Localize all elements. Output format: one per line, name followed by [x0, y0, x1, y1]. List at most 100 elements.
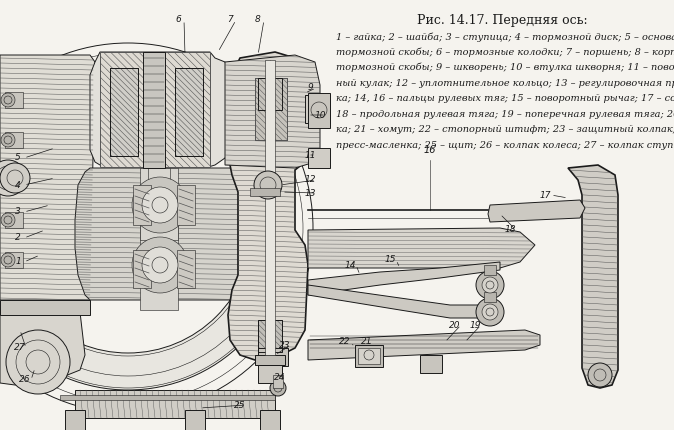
Bar: [484, 292, 496, 302]
Text: 17: 17: [539, 190, 551, 200]
Polygon shape: [228, 52, 308, 360]
Bar: [177, 185, 195, 225]
Text: 21: 21: [361, 338, 373, 347]
Polygon shape: [225, 55, 320, 168]
Polygon shape: [488, 200, 585, 222]
Polygon shape: [308, 285, 500, 318]
Bar: [250, 188, 280, 196]
Bar: [65, 410, 85, 430]
Text: 8: 8: [255, 15, 261, 25]
Bar: [75, 390, 275, 418]
Bar: [5, 132, 23, 148]
Text: ка; 14, 16 – пальцы рулевых тяг; 15 – поворотный рычаг; 17 – сошка;: ка; 14, 16 – пальцы рулевых тяг; 15 – по…: [336, 94, 674, 103]
Bar: [258, 320, 282, 352]
Circle shape: [482, 304, 498, 320]
Bar: [258, 365, 282, 383]
Bar: [0, 300, 90, 315]
Circle shape: [1, 93, 15, 107]
Bar: [133, 250, 151, 288]
Bar: [260, 410, 280, 430]
Bar: [258, 348, 288, 366]
Text: 14: 14: [344, 261, 356, 270]
Bar: [140, 270, 178, 310]
Bar: [255, 355, 285, 365]
Bar: [133, 185, 151, 225]
Polygon shape: [255, 78, 287, 140]
Text: 19: 19: [469, 320, 481, 329]
Polygon shape: [308, 228, 535, 268]
Bar: [305, 95, 330, 123]
Circle shape: [270, 380, 286, 396]
Text: 10: 10: [314, 111, 326, 120]
Text: 18 – продольная рулевая тяга; 19 – поперечная рулевая тяга; 20 – бал-: 18 – продольная рулевая тяга; 19 – попер…: [336, 110, 674, 119]
Text: ный кулак; 12 – уплотнительное кольцо; 13 – регулировочная проклад-: ный кулак; 12 – уплотнительное кольцо; 1…: [336, 79, 674, 87]
Bar: [355, 345, 383, 367]
Bar: [358, 348, 380, 364]
Polygon shape: [568, 165, 618, 388]
Circle shape: [132, 237, 188, 293]
Text: 1: 1: [15, 258, 21, 267]
Polygon shape: [308, 330, 540, 360]
Polygon shape: [90, 52, 230, 168]
Circle shape: [0, 163, 30, 193]
Text: 4: 4: [15, 181, 21, 190]
Text: 9: 9: [307, 83, 313, 92]
Bar: [5, 212, 23, 228]
Polygon shape: [75, 168, 245, 300]
Circle shape: [142, 187, 178, 223]
Text: 3: 3: [15, 208, 21, 216]
Circle shape: [1, 253, 15, 267]
Polygon shape: [308, 262, 500, 295]
Text: тормозной скобы; 9 – шкворень; 10 – втулка шкворня; 11 – поворот-: тормозной скобы; 9 – шкворень; 10 – втул…: [336, 63, 674, 73]
Bar: [175, 68, 203, 156]
Text: 27: 27: [14, 344, 26, 353]
Bar: [273, 375, 283, 388]
Bar: [5, 92, 23, 108]
Text: 22: 22: [339, 338, 350, 347]
Text: 24: 24: [274, 374, 286, 383]
Text: 20: 20: [450, 320, 461, 329]
Text: 1 – гайка; 2 – шайба; 3 – ступица; 4 – тормозной диск; 5 – основание: 1 – гайка; 2 – шайба; 3 – ступица; 4 – т…: [336, 32, 674, 42]
Text: 25: 25: [235, 400, 246, 409]
Bar: [177, 250, 195, 288]
Bar: [255, 78, 287, 140]
Polygon shape: [110, 68, 138, 156]
Bar: [308, 148, 330, 168]
Circle shape: [3, 103, 253, 353]
Text: 16: 16: [424, 145, 436, 155]
Polygon shape: [258, 78, 282, 110]
Bar: [133, 185, 151, 225]
Bar: [5, 252, 23, 268]
Circle shape: [482, 277, 498, 293]
Text: 18: 18: [504, 225, 516, 234]
Polygon shape: [258, 320, 282, 352]
Circle shape: [0, 66, 290, 390]
Bar: [185, 410, 205, 430]
Text: 11: 11: [304, 150, 315, 160]
Circle shape: [588, 363, 612, 387]
Bar: [140, 168, 178, 278]
Circle shape: [1, 173, 15, 187]
Circle shape: [132, 177, 188, 233]
Bar: [177, 250, 195, 288]
Text: ка; 21 – хомут; 22 – стопорный штифт; 23 – защитный колпак; 24 –: ка; 21 – хомут; 22 – стопорный штифт; 23…: [336, 125, 674, 134]
Bar: [177, 185, 195, 225]
Text: 15: 15: [384, 255, 396, 264]
Text: 5: 5: [15, 154, 21, 163]
Text: 7: 7: [227, 15, 233, 25]
Circle shape: [476, 298, 504, 326]
Text: 23: 23: [279, 341, 290, 350]
Circle shape: [6, 330, 70, 394]
Circle shape: [142, 247, 178, 283]
Bar: [148, 168, 170, 278]
Text: 2: 2: [15, 233, 21, 243]
Polygon shape: [0, 55, 95, 300]
Bar: [258, 78, 282, 110]
Bar: [110, 68, 138, 156]
Polygon shape: [100, 52, 210, 167]
Bar: [143, 52, 165, 168]
Circle shape: [1, 213, 15, 227]
Bar: [133, 250, 151, 288]
Polygon shape: [175, 68, 203, 156]
Circle shape: [254, 171, 282, 199]
